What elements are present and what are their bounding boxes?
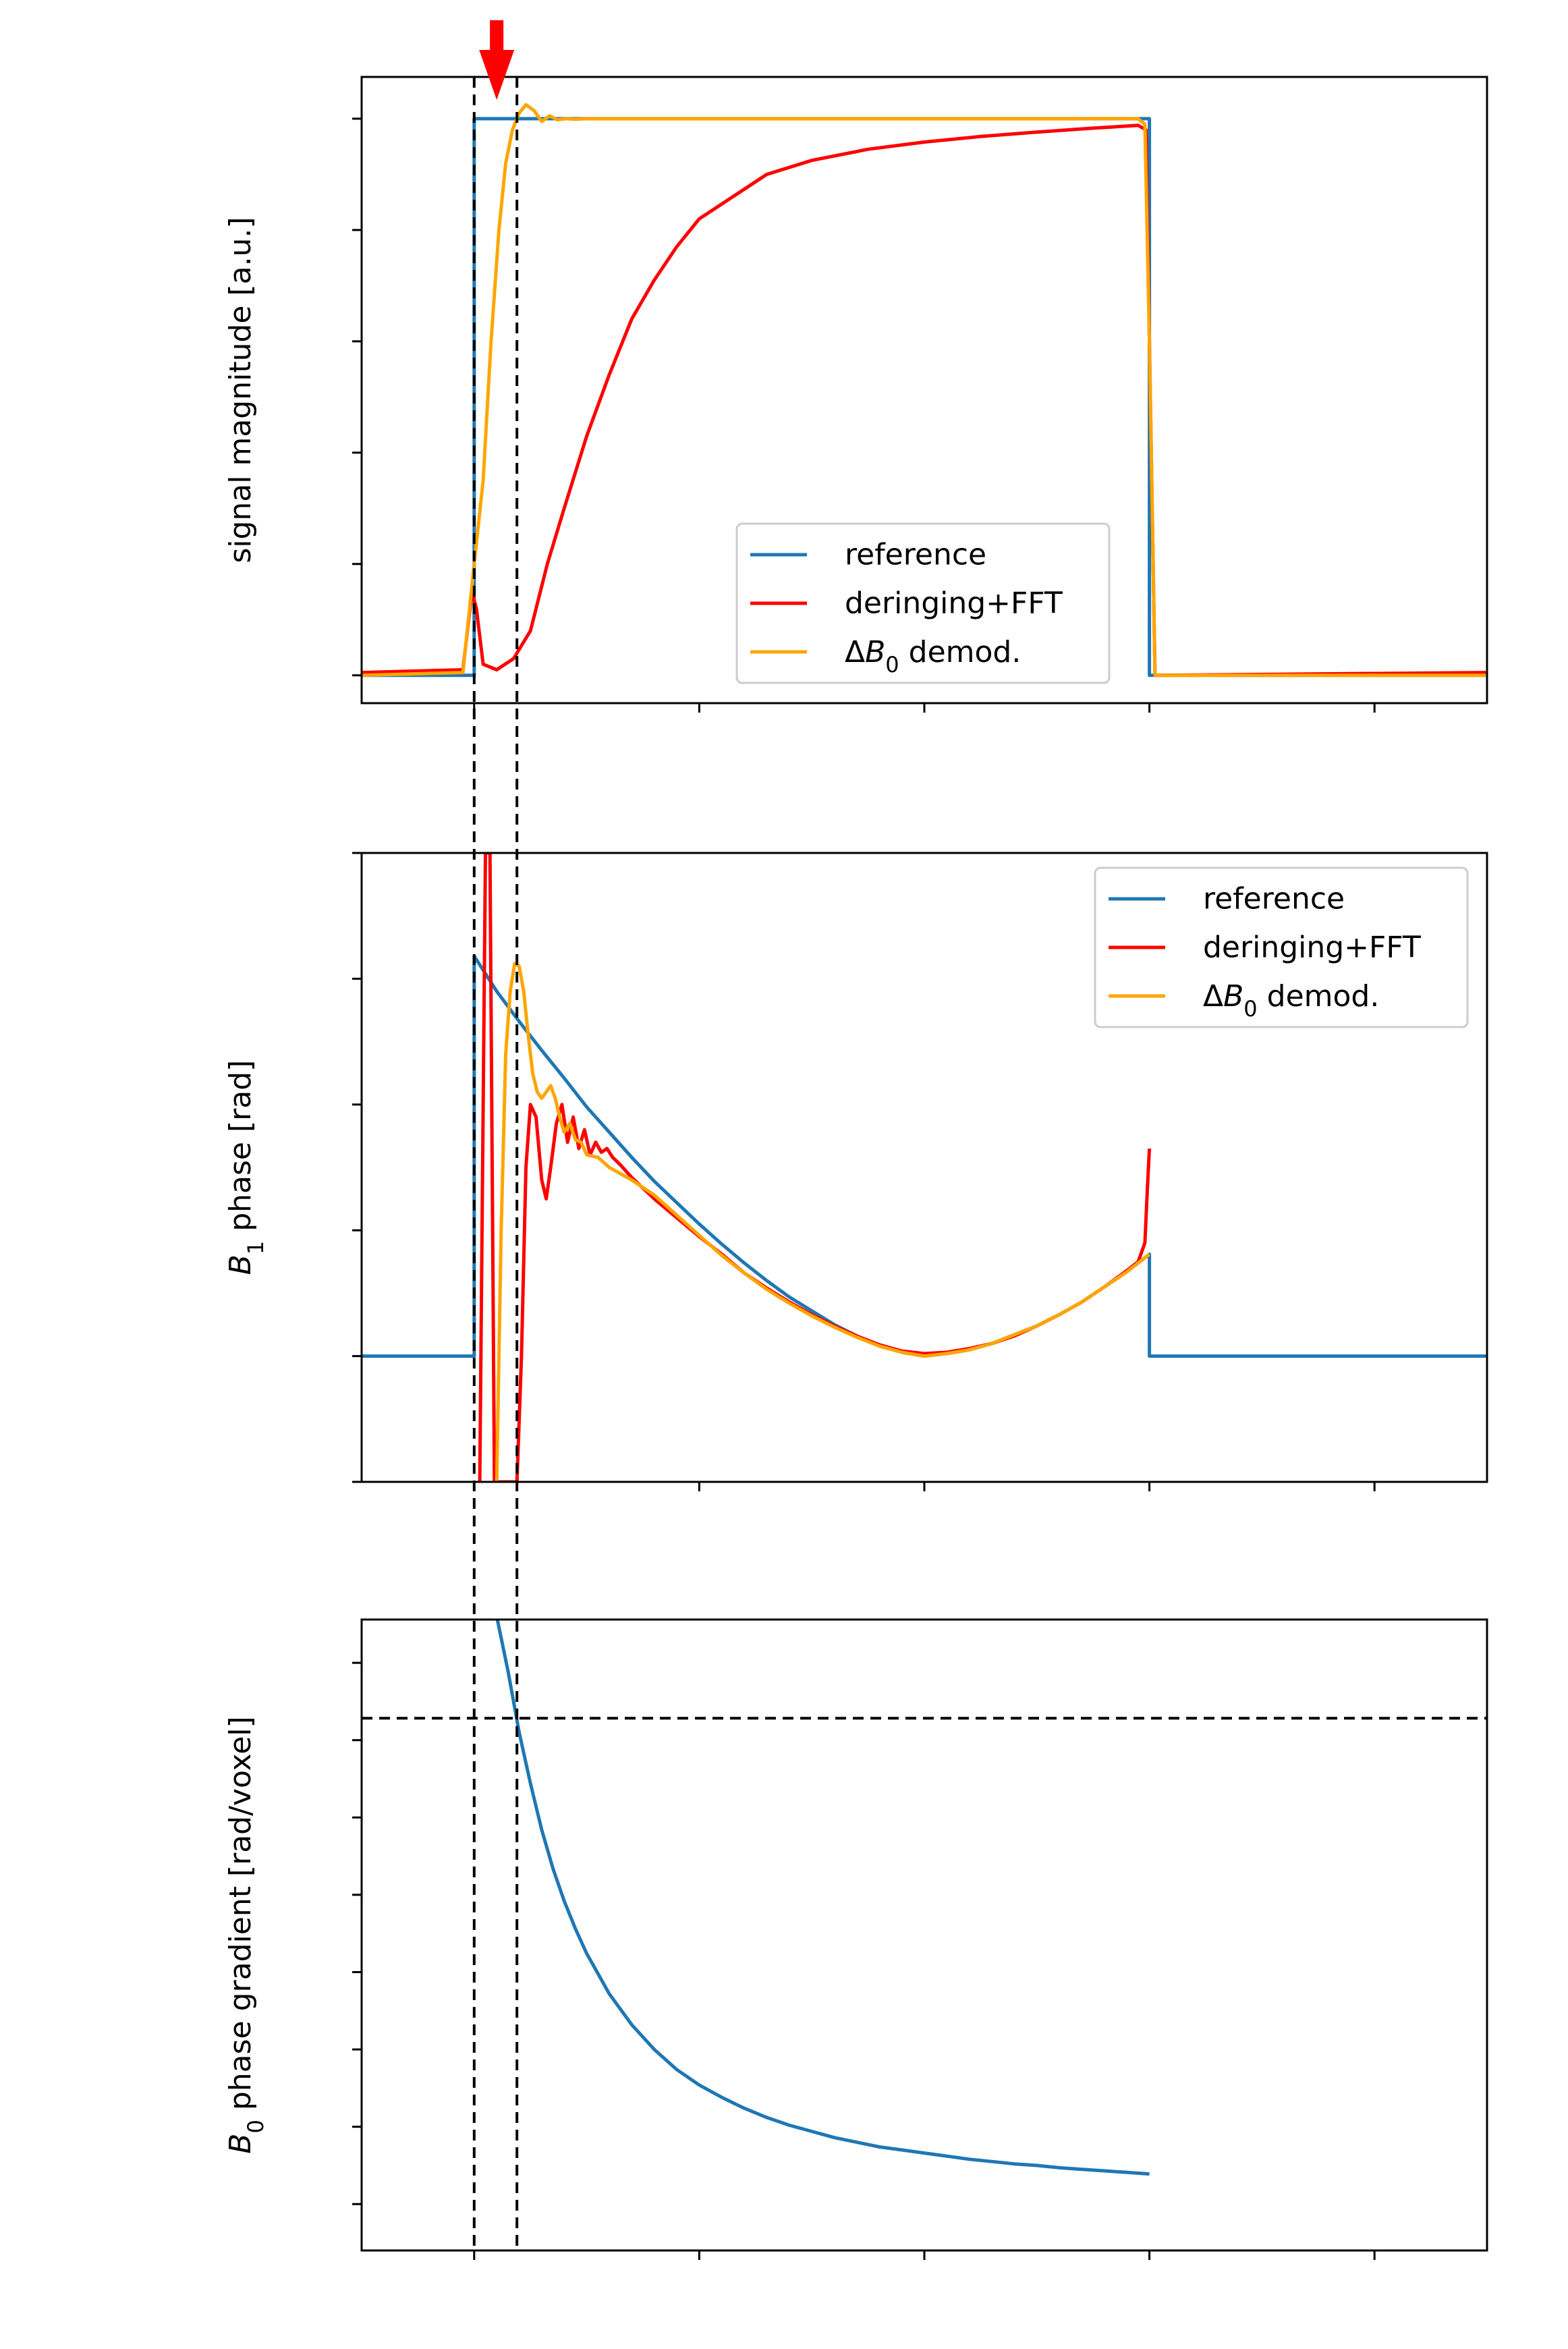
- plot-area: [495, 1620, 1150, 2176]
- legend-label: deringing+FFT: [845, 586, 1063, 621]
- legend-box: [735, 522, 1111, 684]
- panel-c: B0 phase gradient [rad/voxel]: [223, 1618, 1488, 2260]
- y-label-symbol: B: [223, 2133, 258, 2153]
- y-label-subscript: 1: [243, 1241, 269, 1254]
- y-axis-label: B0 phase gradient [rad/voxel]: [223, 1716, 269, 2153]
- legend-label: ΔB0 demod.: [1203, 979, 1379, 1022]
- legend-label: reference: [1203, 882, 1345, 916]
- axes-frame: [360, 1618, 1488, 2252]
- panel-a: signal magnitude [a.u.] reference deringin…: [223, 20, 1488, 713]
- legend-rest: demod.: [1258, 979, 1380, 1014]
- panel-b: B1 phase [rad]referencederinging+FFTΔB0 …: [223, 852, 1488, 1491]
- legend-label: ΔB0 demod.: [845, 635, 1021, 678]
- series-line--b0-demod-: [362, 103, 1487, 678]
- legend-symbol: B: [1223, 979, 1243, 1014]
- red-arrow-head: [479, 50, 515, 100]
- legend-delta: Δ: [1203, 979, 1223, 1014]
- legend-rest: demod.: [899, 635, 1021, 669]
- y-label-symbol: B: [223, 1254, 258, 1275]
- legend-label: reference: [845, 538, 986, 572]
- y-axis-label: B1 phase [rad]: [223, 1060, 269, 1275]
- cross-panel-guides: [472, 77, 519, 2250]
- legend-subscript: 0: [1243, 996, 1257, 1022]
- plot-area: [362, 853, 1487, 1482]
- series-line-deringing-fft: [362, 123, 1487, 678]
- plot-area: [362, 103, 1487, 678]
- series-line-b0-phase-gradient: [495, 1620, 1150, 2176]
- y-label-subscript: 0: [243, 2120, 269, 2133]
- y-axis-label: signal magnitude [a.u.]: [223, 217, 258, 563]
- y-label-rest: phase [rad]: [223, 1060, 258, 1241]
- series-line-deringing-fft: [478, 853, 1152, 1482]
- legend-symbol: B: [865, 635, 885, 669]
- legend-subscript: 0: [885, 652, 899, 678]
- legend-box: [1094, 866, 1469, 1028]
- legend-label: deringing+FFT: [1203, 931, 1421, 965]
- y-label-rest: phase gradient [rad/voxel]: [223, 1716, 258, 2120]
- series-line--b0-demod-: [495, 962, 1151, 1482]
- red-arrow-shaft: [490, 20, 504, 51]
- legend-delta: Δ: [845, 635, 865, 669]
